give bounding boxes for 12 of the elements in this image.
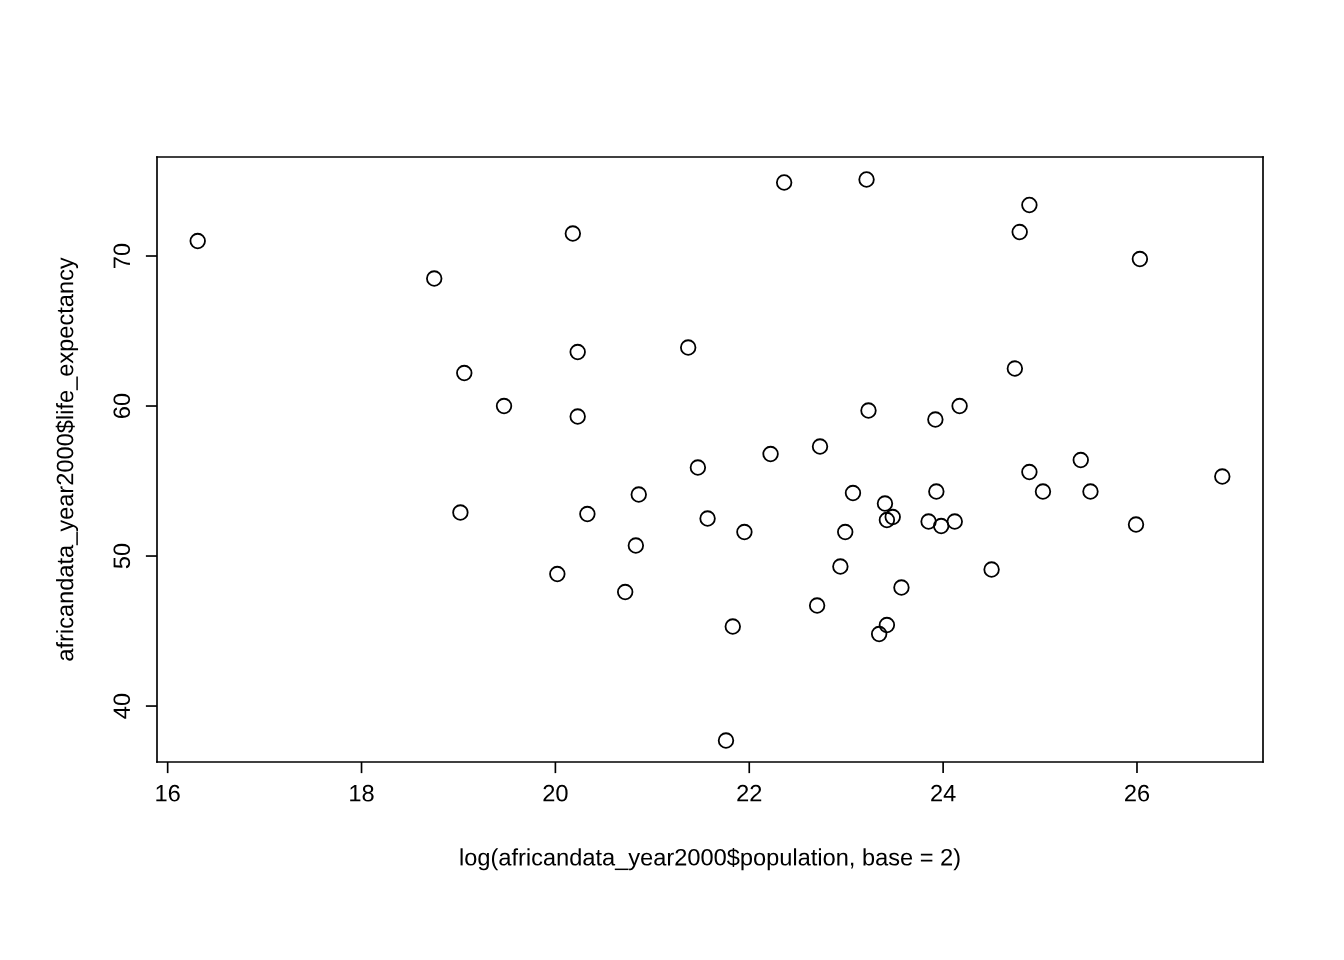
x-tick-label: 22 (737, 784, 762, 802)
y-axis-title: africandata_year2000$life_expectancy (55, 257, 79, 661)
x-tick-label: 18 (350, 784, 374, 802)
x-tick-label: 16 (156, 784, 180, 802)
x-tick-label: 20 (543, 784, 568, 802)
y-tick-label: 50 (113, 543, 131, 569)
x-tick-label: 24 (931, 784, 956, 802)
y-tick-label: 60 (113, 393, 131, 418)
x-tick-label: 26 (1125, 784, 1150, 802)
y-tick-label: 40 (113, 693, 131, 719)
x-axis-title: log(africandata_year2000$population, base = 2) (460, 847, 960, 871)
y-tick-label: 70 (113, 243, 131, 268)
